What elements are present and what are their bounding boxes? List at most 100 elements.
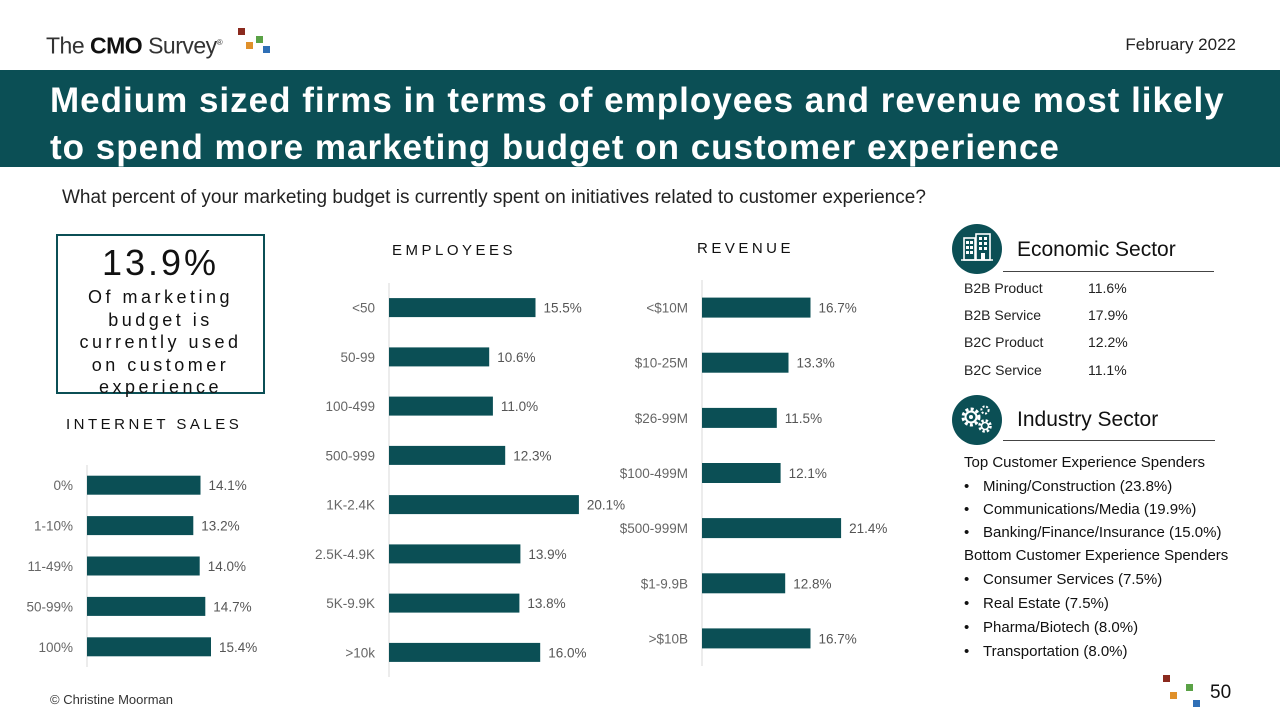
bullet: •	[964, 524, 970, 541]
internet-sales-bar	[87, 475, 201, 495]
table-row: B2C Product 12.2%	[964, 334, 1164, 354]
top-spenders-heading: Top Customer Experience Spenders	[964, 454, 1205, 471]
employees-data-label: 20.1%	[587, 498, 625, 513]
logo-dot-orange	[246, 42, 253, 49]
list-item-text: Real Estate (7.5%)	[983, 595, 1109, 612]
slide-title: Medium sized firms in terms of employees…	[50, 81, 1225, 167]
employees-data-label: 10.6%	[497, 350, 535, 365]
internet-sales-tick-label: 0%	[53, 478, 73, 493]
employees-bar	[389, 347, 490, 367]
row-value: 17.9%	[1088, 307, 1128, 323]
revenue-bar	[702, 297, 811, 318]
logo-dot-red	[1163, 675, 1170, 682]
revenue-data-label: 16.7%	[819, 631, 857, 646]
employees-bar	[389, 642, 541, 662]
employees-bar	[389, 495, 579, 515]
cmo-survey-logo: The CMO Survey®	[46, 28, 223, 61]
internet-sales-tick-label: 1-10%	[34, 519, 73, 534]
kpi-box: 13.9% Of marketing budget is currently u…	[56, 234, 265, 397]
internet-sales-bar	[87, 637, 211, 657]
revenue-tick-label: $100-499M	[620, 466, 688, 481]
revenue-tick-label: $1-9.9B	[641, 576, 688, 591]
kpi-text: Of marketing budget is currently used on…	[79, 287, 242, 397]
row-value: 11.1%	[1088, 362, 1127, 378]
bullet: •	[964, 478, 970, 495]
revenue-data-label: 11.5%	[785, 411, 822, 426]
logo-dot-orange	[1170, 692, 1177, 699]
bullet: •	[964, 501, 970, 518]
revenue-tick-label: $10-25M	[635, 356, 688, 371]
internet-sales-bar	[87, 596, 206, 616]
row-label: B2B Service	[964, 307, 1042, 323]
employees-bar	[389, 298, 536, 318]
list-item-text: Transportation (8.0%)	[983, 643, 1128, 660]
employees-bar	[389, 593, 520, 613]
internet-sales-data-label: 14.0%	[208, 559, 246, 574]
employees-tick-label: 500-999	[325, 448, 375, 463]
logo-dot-green	[256, 36, 263, 43]
row-label: B2C Service	[964, 362, 1042, 378]
row-label: B2C Product	[964, 334, 1044, 350]
employees-tick-label: <50	[352, 301, 375, 316]
employees-data-label: 12.3%	[513, 448, 551, 463]
page-number: 50	[1210, 682, 1232, 703]
industry-sector-divider	[1003, 440, 1215, 441]
table-row: B2C Service 11.1%	[964, 362, 1164, 382]
employees-bar	[389, 396, 493, 416]
bullet: •	[964, 619, 970, 636]
revenue-bar	[702, 518, 842, 539]
list-item-text: Communications/Media (19.9%)	[983, 501, 1197, 518]
internet-sales-data-label: 13.2%	[201, 519, 239, 534]
list-item-text: Mining/Construction (23.8%)	[983, 478, 1173, 495]
economic-sector-title: Economic Sector	[1017, 238, 1176, 261]
gears-icon	[952, 395, 1002, 445]
bullet: •	[964, 643, 970, 660]
copyright: © Christine Moorman	[50, 692, 174, 707]
revenue-bar	[702, 463, 781, 483]
internet-sales-tick-label: 50-99%	[26, 599, 73, 614]
kpi-value: 13.9%	[101, 242, 220, 283]
logo-dot-blue	[263, 46, 270, 53]
revenue-bar	[702, 573, 786, 594]
revenue-tick-label: $26-99M	[635, 411, 688, 426]
internet-sales-data-label: 14.1%	[209, 478, 247, 493]
title-banner: Medium sized firms in terms of employees…	[0, 70, 1280, 167]
revenue-bar	[702, 628, 811, 649]
bullet: •	[964, 571, 970, 588]
logo-dot-red	[238, 28, 245, 35]
table-row: B2B Product 11.6%	[964, 280, 1164, 300]
row-value: 12.2%	[1088, 334, 1128, 350]
row-label: B2B Product	[964, 280, 1043, 296]
employees-data-label: 11.0%	[501, 399, 538, 414]
industry-sector-title: Industry Sector	[1017, 408, 1159, 431]
revenue-bar	[702, 352, 789, 373]
employees-tick-label: 50-99	[340, 350, 375, 365]
logo-dot-blue	[1193, 700, 1200, 707]
internet-sales-tick-label: 11-49%	[27, 559, 73, 574]
bullet: •	[964, 595, 970, 612]
logo-text: The CMO Survey®	[46, 32, 223, 59]
revenue-bar	[702, 407, 777, 428]
logo-dot-green	[1186, 684, 1193, 691]
employees-chart-title: EMPLOYEES	[392, 242, 517, 259]
revenue-tick-label: $500-999M	[620, 521, 688, 536]
survey-question: What percent of your marketing budget is…	[62, 187, 926, 208]
list-item-text: Banking/Finance/Insurance (15.0%)	[983, 524, 1222, 541]
economic-sector-divider	[1003, 271, 1214, 272]
employees-tick-label: >10k	[345, 645, 375, 660]
internet-sales-data-label: 15.4%	[219, 640, 257, 655]
employees-bar	[389, 544, 521, 564]
revenue-tick-label: <$10M	[646, 301, 688, 316]
employees-tick-label: 100-499	[325, 399, 375, 414]
buildings-icon	[952, 224, 1002, 274]
row-value: 11.6%	[1088, 280, 1127, 296]
revenue-data-label: 16.7%	[819, 301, 857, 316]
employees-data-label: 13.9%	[528, 547, 566, 562]
internet-sales-bar	[87, 516, 194, 536]
employees-data-label: 16.0%	[548, 645, 586, 660]
revenue-chart-title: REVENUE	[697, 240, 795, 257]
employees-tick-label: 5K-9.9K	[326, 596, 375, 611]
bottom-spenders-heading: Bottom Customer Experience Spenders	[964, 547, 1229, 564]
internet-sales-tick-label: 100%	[38, 640, 73, 655]
